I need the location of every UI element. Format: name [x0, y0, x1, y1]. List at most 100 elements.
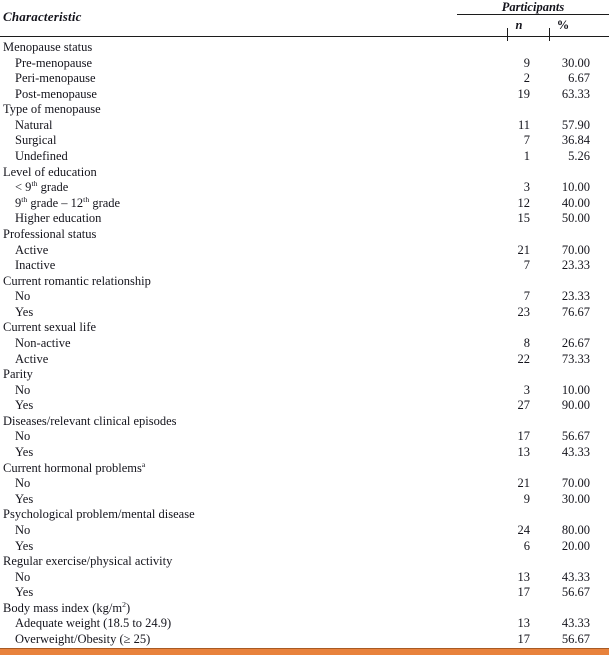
- n-value: 7: [523, 133, 530, 148]
- table-row-category: Regular exercise/physical activity: [0, 554, 609, 570]
- n-value: [505, 40, 545, 56]
- row-label: Yes: [15, 538, 34, 553]
- row-label: Parity: [3, 367, 33, 382]
- row-label: Current sexual life: [3, 320, 97, 335]
- n-value: 2: [523, 71, 530, 86]
- table-row: Yes 9 30.00: [0, 492, 609, 508]
- superscript: th: [21, 195, 28, 204]
- n-value: 8: [523, 335, 530, 350]
- percent-value: [545, 367, 609, 383]
- n-value: [505, 102, 545, 118]
- n-value: 7: [523, 289, 530, 304]
- table-row: Active 21 70.00: [0, 243, 609, 259]
- table-row: No 21 70.00: [0, 476, 609, 492]
- row-label: Diseases/relevant clinical episodes: [3, 413, 177, 428]
- table-row-category: Psychological problem/mental disease: [0, 507, 609, 523]
- superscript: 2: [122, 600, 126, 609]
- table-row: Peri-menopause 2 6.67: [0, 71, 609, 87]
- n-value: 3: [523, 382, 530, 397]
- column-header-n: n: [515, 18, 523, 32]
- superscript: th: [83, 195, 90, 204]
- row-label: Current romantic relationship: [3, 273, 151, 288]
- percent-value: 43.33: [561, 569, 590, 584]
- n-value: [505, 227, 545, 243]
- percent-value: [545, 320, 609, 336]
- table-body: Menopause status Pre-menopause 9 30.00 Peri-…: [0, 40, 609, 648]
- row-label: Menopause status: [3, 40, 93, 54]
- percent-value: 56.67: [561, 429, 590, 444]
- n-value: 9: [523, 55, 530, 70]
- n-value: [505, 165, 545, 181]
- percent-value: [545, 601, 609, 617]
- row-label: Inactive: [15, 258, 56, 273]
- percent-value: 10.00: [561, 180, 590, 195]
- n-value: 17: [517, 585, 531, 600]
- bottom-accent-bar: [0, 648, 609, 655]
- column-header-percent: %: [556, 18, 570, 32]
- n-value: 11: [517, 117, 530, 132]
- percent-value: [545, 554, 609, 570]
- table-row-category: Professional status: [0, 227, 609, 243]
- column-header-characteristic: Characteristic: [3, 9, 82, 24]
- row-label: Yes: [15, 398, 34, 413]
- n-value: 13: [517, 445, 531, 460]
- row-label: Yes: [15, 491, 34, 506]
- percent-value: [545, 274, 609, 290]
- row-label: Yes: [15, 304, 34, 319]
- table-row: Undefined 1 5.26: [0, 149, 609, 165]
- table-row: Natural 11 57.90: [0, 118, 609, 134]
- table-row-category: Level of education: [0, 165, 609, 181]
- n-value: 7: [523, 258, 530, 273]
- table-row: Overweight/Obesity (≥ 25) 17 56.67: [0, 632, 609, 648]
- percent-value: 30.00: [561, 55, 590, 70]
- row-label: Professional status: [3, 226, 97, 241]
- percent-value: 36.84: [561, 133, 590, 148]
- row-label: Regular exercise/physical activity: [3, 554, 173, 569]
- table-row-category: Current hormonal problemsa: [0, 461, 609, 477]
- n-value: [505, 274, 545, 290]
- n-value: [505, 414, 545, 430]
- row-label: Current hormonal problemsa: [3, 460, 146, 475]
- n-value: 3: [523, 180, 530, 195]
- n-value: 19: [517, 86, 531, 101]
- table-row: Adequate weight (18.5 to 24.9) 13 43.33: [0, 616, 609, 632]
- table-header: Characteristic Participants n %: [0, 0, 609, 41]
- row-label: Natural: [15, 117, 53, 132]
- column-divider-tick: [549, 28, 550, 41]
- table-row: Higher education 15 50.00: [0, 211, 609, 227]
- percent-value: [545, 461, 609, 477]
- row-label: Post-menopause: [15, 86, 97, 101]
- table-row: 9th grade – 12th grade 12 40.00: [0, 196, 609, 212]
- n-value: [505, 367, 545, 383]
- row-label: Yes: [15, 445, 34, 460]
- n-value: 17: [517, 429, 531, 444]
- table-row-category: Body mass index (kg/m2): [0, 601, 609, 617]
- percent-value: 76.67: [561, 304, 590, 319]
- n-value: [505, 601, 545, 617]
- n-value: 24: [517, 522, 531, 537]
- table-row: Pre-menopause 9 30.00: [0, 56, 609, 72]
- superscript: th: [31, 180, 38, 189]
- row-label: No: [15, 522, 31, 537]
- n-value: [505, 554, 545, 570]
- n-value: 15: [517, 211, 531, 226]
- superscript: a: [141, 460, 146, 469]
- row-label: Non-active: [15, 335, 71, 350]
- percent-value: [545, 165, 609, 181]
- table-row: Surgical 7 36.84: [0, 133, 609, 149]
- percent-value: 23.33: [561, 289, 590, 304]
- table-row: No 13 43.33: [0, 570, 609, 586]
- percent-value: [545, 507, 609, 523]
- n-value: 1: [523, 149, 530, 164]
- table-row: Active 22 73.33: [0, 352, 609, 368]
- row-label: Level of education: [3, 164, 97, 179]
- row-label: Peri-menopause: [15, 71, 96, 86]
- percent-value: 43.33: [561, 616, 590, 631]
- n-value: 21: [517, 242, 531, 257]
- row-label: Active: [15, 351, 49, 366]
- row-label: 9th grade – 12th grade: [15, 195, 121, 210]
- row-label: Pre-menopause: [15, 55, 93, 70]
- percent-value: 80.00: [561, 522, 590, 537]
- percent-value: 70.00: [561, 476, 590, 491]
- percent-value: [545, 102, 609, 118]
